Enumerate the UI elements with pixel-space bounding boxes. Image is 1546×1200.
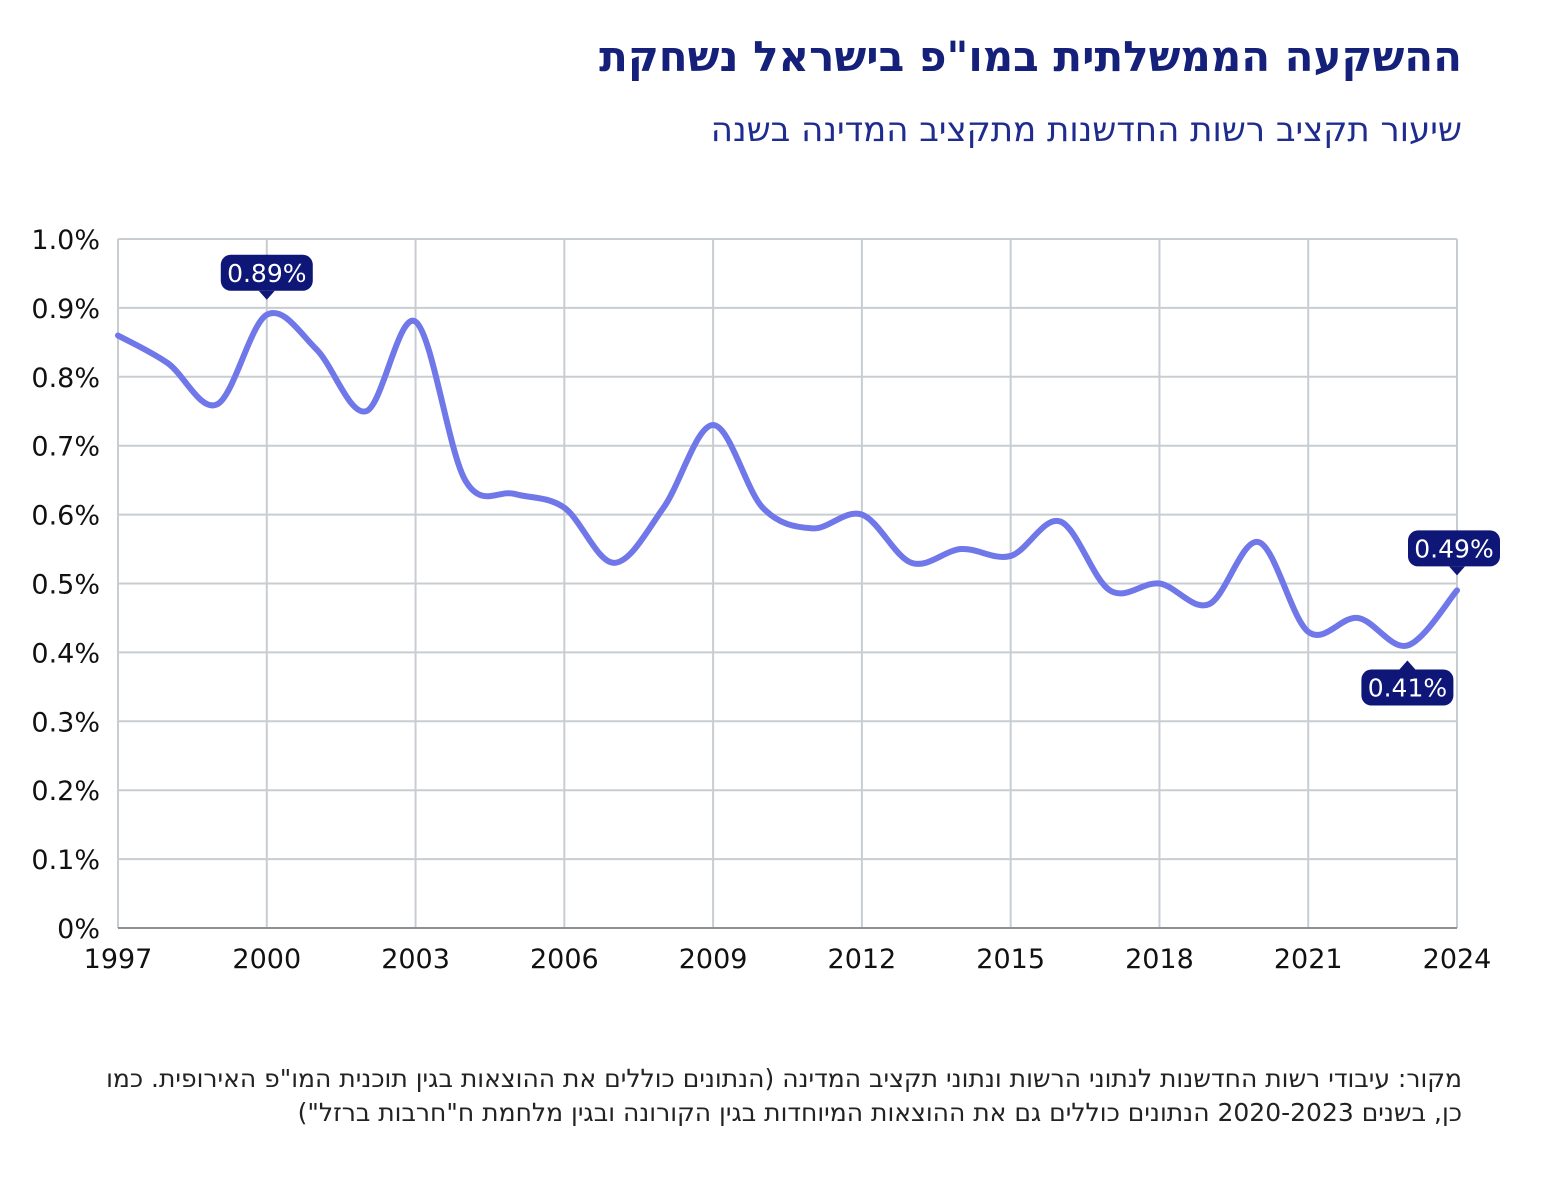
data-labels: 0.89% 0.49% 0.41% (220, 254, 1500, 706)
data-label-text: 0.49% (1414, 534, 1493, 563)
x-tick-label: 2012 (828, 944, 897, 975)
x-tick-label: 2006 (530, 944, 599, 975)
y-tick-label: 0.6% (31, 501, 100, 532)
y-tick-label: 0.2% (31, 776, 100, 807)
x-tick-label: 2009 (679, 944, 748, 975)
x-tick-label: 2018 (1125, 944, 1194, 975)
data-label-callout: 0.49% (1408, 530, 1500, 576)
series-layer (115, 310, 1460, 649)
chart-title: ההשקעה הממשלתית במו"פ בישראל נשחקת (599, 32, 1462, 81)
data-label-box (1408, 530, 1500, 567)
x-tick-label: 2015 (976, 944, 1045, 975)
y-tick-label: 0.9% (31, 294, 100, 325)
y-tick-label: 0.3% (31, 707, 100, 738)
grid (117, 238, 1458, 929)
data-label-text: 0.41% (1368, 674, 1447, 703)
data-label-pointer (1399, 660, 1416, 670)
chart-subtitle: שיעור תקציב רשות החדשנות מתקציב המדינה ב… (710, 110, 1462, 150)
y-tick-label: 0.8% (31, 363, 100, 394)
data-label-pointer (1449, 566, 1465, 576)
data-label-callout: 0.89% (220, 254, 313, 300)
data-label-pointer (258, 290, 275, 300)
data-label-text: 0.89% (227, 259, 306, 288)
y-tick-label: 0% (57, 914, 100, 945)
data-label-box (1361, 669, 1454, 706)
y-tick-label: 1.0% (31, 225, 100, 256)
series-line (115, 310, 1460, 649)
x-tick-label: 1997 (84, 944, 153, 975)
x-tick-label: 2024 (1423, 944, 1492, 975)
axes: 0% 0.1% 0.2% 0.3% 0.4% 0.5% 0.6% 0.7% 0.8% 0.9% 1.… (31, 225, 1491, 975)
x-tick-label: 2021 (1274, 944, 1343, 975)
x-tick-label: 2000 (232, 944, 301, 975)
y-tick-label: 0.5% (31, 570, 100, 601)
source-note: מקור: עיבודי רשות החדשנות לנתוני הרשות ו… (106, 1064, 1462, 1127)
y-tick-label: 0.7% (31, 432, 100, 463)
x-tick-label: 2003 (381, 944, 450, 975)
data-label-callout: 0.41% (1361, 660, 1454, 706)
data-label-box (220, 254, 313, 291)
y-tick-label: 0.4% (31, 638, 100, 669)
y-tick-label: 0.1% (31, 845, 100, 876)
